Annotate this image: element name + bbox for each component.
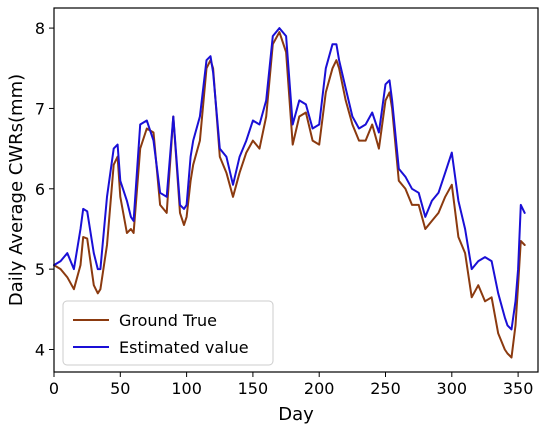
y-tick-label: 6 [35, 180, 45, 199]
legend: Ground True Estimated value [62, 300, 274, 366]
x-tick-label: 150 [238, 379, 269, 398]
legend-box [62, 300, 274, 366]
x-tick-label: 100 [171, 379, 202, 398]
x-tick-label: 0 [49, 379, 59, 398]
y-tick-label: 4 [35, 341, 45, 360]
axes-layer: 0 50 100 150 200 250 300 350 4 5 6 7 8 Day Daily Avera… [6, 7, 539, 425]
y-tick-label: 5 [35, 260, 45, 279]
legend-label-1: Ground True [119, 311, 217, 330]
y-tick-label: 7 [35, 99, 45, 118]
y-tick-label: 8 [35, 19, 45, 38]
y-axis-title: Daily Average CWRs(mm) [6, 74, 27, 306]
series-line-2 [53, 27, 526, 331]
x-tick-label: 300 [437, 379, 468, 398]
axes-frame [53, 7, 539, 373]
x-tick-label: 200 [304, 379, 335, 398]
x-tick-label: 250 [370, 379, 401, 398]
series-layer [53, 27, 526, 359]
legend-label-2: Estimated value [119, 338, 249, 357]
x-axis-title: Day [278, 404, 314, 425]
x-tick-label: 350 [503, 379, 534, 398]
x-tick-label: 50 [110, 379, 130, 398]
series-line-1 [53, 31, 526, 359]
